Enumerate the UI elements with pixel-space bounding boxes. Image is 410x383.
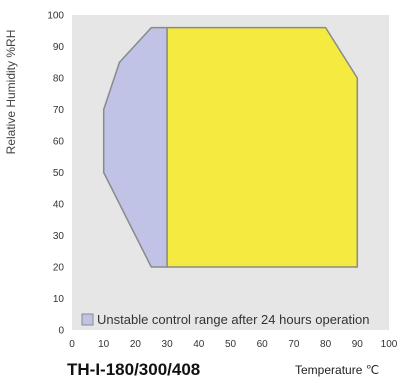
y-tick-label: 0 — [58, 326, 64, 337]
legend-swatch — [81, 313, 94, 326]
legend-label: Unstable control range after 24 hours op… — [97, 312, 369, 327]
y-tick-label: 20 — [53, 263, 65, 274]
x-tick-label: 100 — [381, 339, 398, 350]
x-tick-label: 80 — [320, 339, 332, 350]
x-tick-label: 20 — [130, 339, 142, 350]
legend: Unstable control range after 24 hours op… — [81, 312, 369, 327]
x-tick-label: 60 — [257, 339, 269, 350]
y-tick-label: 60 — [53, 137, 65, 148]
y-tick-label: 80 — [53, 74, 65, 85]
y-tick-label: 100 — [47, 11, 64, 22]
y-tick-label: 50 — [53, 168, 65, 179]
y-tick-label: 70 — [53, 105, 65, 116]
y-tick-label: 90 — [53, 42, 65, 53]
x-tick-label: 50 — [225, 339, 237, 350]
x-tick-label: 30 — [162, 339, 174, 350]
areas — [102, 26, 359, 268]
y-tick-label: 30 — [53, 231, 65, 242]
model-label: TH-I-180/300/408 — [67, 360, 200, 379]
x-tick-labels: 0 10 20 30 40 50 60 70 80 90 100 — [69, 339, 398, 350]
y-tick-labels: 0 10 20 30 40 50 60 70 80 90 100 — [47, 11, 64, 337]
x-tick-label: 0 — [69, 339, 75, 350]
x-tick-label: 70 — [288, 339, 300, 350]
y-axis-label: Relative Humidity %RH — [4, 30, 18, 155]
x-axis-label: Temperature ℃ — [295, 363, 379, 377]
x-tick-label: 40 — [193, 339, 205, 350]
y-tick-label: 40 — [53, 200, 65, 211]
x-tick-label: 90 — [352, 339, 364, 350]
y-tick-label: 10 — [53, 294, 65, 305]
area-region-2 — [166, 26, 359, 268]
x-tick-label: 10 — [98, 339, 110, 350]
